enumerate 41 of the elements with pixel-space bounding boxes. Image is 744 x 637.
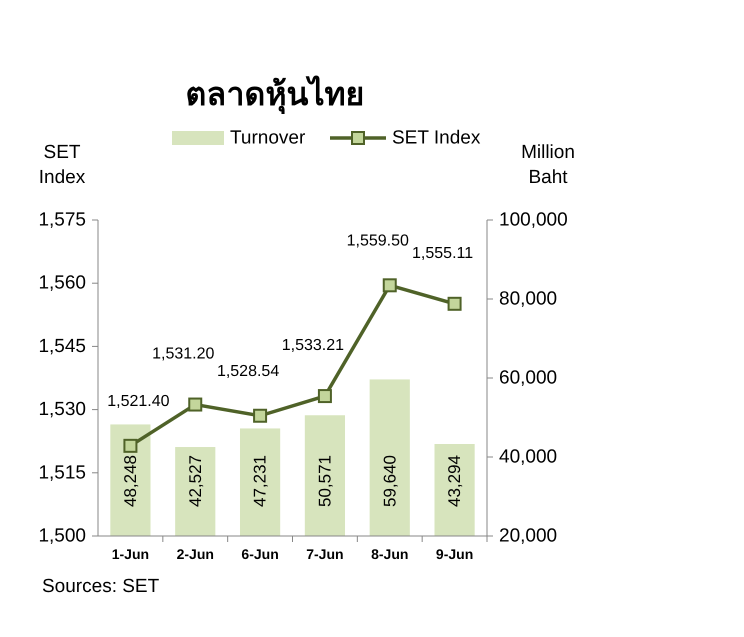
- data-label: 48,248: [120, 455, 140, 507]
- chart-title: ตลาดหุ้นไทย: [186, 75, 364, 115]
- data-label: 43,294: [445, 455, 464, 507]
- y2-tick-label: 100,000: [499, 210, 568, 230]
- y-tick-label: 1,515: [38, 462, 86, 484]
- data-label: 50,571: [315, 455, 334, 507]
- y-tick-label: 1,530: [38, 399, 86, 420]
- data-label: 1,555.11: [412, 244, 474, 262]
- y2-tick-label: 60,000: [499, 368, 558, 388]
- data-label: 59,640: [380, 455, 400, 507]
- point: [382, 278, 397, 292]
- point: [318, 389, 332, 404]
- y-tick-label: 1,560: [38, 272, 86, 294]
- data-label: 1,521.40: [107, 392, 170, 410]
- data-label: 1,528.54: [216, 362, 280, 380]
- x-tick-label: 6-Jun: [241, 546, 279, 562]
- y2-tick-label: 40,000: [499, 446, 558, 468]
- x-tick-label: 7-Jun: [306, 546, 344, 562]
- data-label: 1,559.50: [346, 232, 409, 250]
- y2-tick-label: 80,000: [499, 288, 558, 310]
- point: [188, 398, 202, 412]
- legend-label: Turnover: [230, 128, 306, 148]
- source-note: Sources: SET: [42, 576, 160, 597]
- y-tick-label: 1,545: [38, 336, 86, 357]
- data-label: 42,527: [186, 455, 205, 507]
- data-label: 1,531.20: [152, 346, 214, 363]
- y-tick-label: 1,575: [38, 210, 86, 230]
- x-tick-label: 8-Jun: [371, 546, 408, 562]
- y2-tick-label: 20,000: [499, 526, 558, 546]
- x-tick-label: 1-Jun: [112, 546, 150, 562]
- legend-label: SET Index: [392, 128, 481, 148]
- x-tick-label: 9-Jun: [436, 546, 474, 562]
- point: [253, 408, 268, 423]
- data-label: 47,231: [250, 455, 270, 507]
- y-tick-label: 1,500: [38, 526, 86, 546]
- x-tick-label: 2-Jun: [176, 546, 214, 562]
- data-label: 1,533.21: [282, 337, 344, 354]
- y-axis-title: SET Index: [38, 142, 86, 188]
- y2-axis-title: Million Baht: [521, 142, 575, 188]
- point: [448, 296, 462, 311]
- point: [123, 438, 138, 453]
